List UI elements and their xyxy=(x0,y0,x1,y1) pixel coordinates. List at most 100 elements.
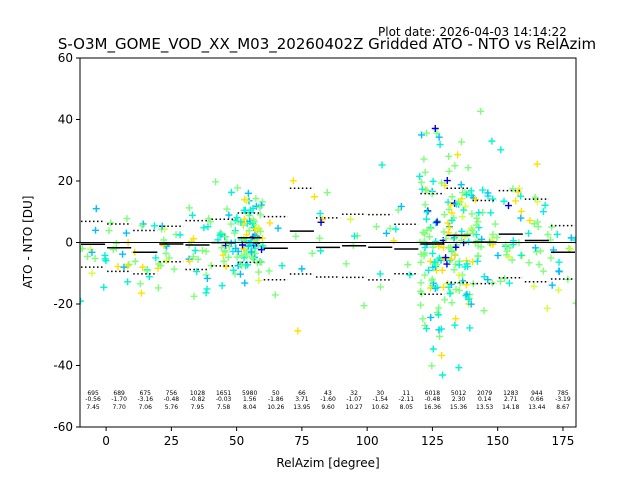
data-point xyxy=(448,216,456,224)
bin-count-label: 43 xyxy=(324,390,332,397)
data-point xyxy=(465,295,473,303)
data-point xyxy=(136,280,144,288)
data-point xyxy=(258,246,266,254)
y-axis-ticks: -60 -40 -20 0 20 40 60 xyxy=(53,51,80,434)
data-point xyxy=(189,253,197,261)
data-point xyxy=(252,195,260,203)
bin-count-label: 695 xyxy=(87,390,99,397)
data-point xyxy=(376,283,384,291)
data-point xyxy=(468,226,476,234)
bin-mean-label: -0.82 xyxy=(190,396,206,403)
data-point xyxy=(255,276,263,284)
data-point xyxy=(317,247,325,255)
data-point xyxy=(310,193,318,201)
data-point xyxy=(464,263,472,271)
data-point xyxy=(419,315,427,323)
bin-mean-label: -1.60 xyxy=(320,396,336,403)
data-point xyxy=(455,271,463,279)
data-point xyxy=(536,247,544,255)
data-point xyxy=(525,229,533,237)
data-point xyxy=(243,197,251,205)
data-point xyxy=(530,282,538,290)
data-point xyxy=(509,185,517,193)
data-point xyxy=(240,206,248,214)
x-tick-label: 100 xyxy=(356,434,379,448)
data-point xyxy=(429,249,437,257)
data-point xyxy=(467,300,475,308)
data-point xyxy=(455,286,463,294)
data-point xyxy=(474,242,482,250)
data-point xyxy=(525,259,533,267)
data-point xyxy=(477,107,485,115)
data-point xyxy=(448,209,456,217)
data-point xyxy=(452,286,460,294)
data-point xyxy=(442,235,450,243)
bin-count-label: 785 xyxy=(557,390,569,397)
data-point xyxy=(547,254,555,262)
data-point xyxy=(229,266,237,274)
data-point xyxy=(423,129,431,137)
x-tick-label: 125 xyxy=(421,434,444,448)
data-point xyxy=(143,267,151,275)
data-point xyxy=(474,257,482,265)
data-point xyxy=(247,240,255,248)
data-point xyxy=(526,217,534,225)
data-point xyxy=(461,202,469,210)
bin-mean-label: -1.07 xyxy=(346,396,362,403)
bin-count-label: 5980 xyxy=(242,390,257,397)
data-point xyxy=(444,279,452,287)
bin-std-label: 13.53 xyxy=(476,404,493,411)
data-point xyxy=(442,254,450,262)
data-point xyxy=(417,258,425,266)
bin-std-label: 16.36 xyxy=(424,404,441,411)
data-point xyxy=(471,195,479,203)
data-point xyxy=(445,152,453,160)
data-point xyxy=(517,192,525,200)
data-point xyxy=(245,227,253,235)
data-point xyxy=(512,197,520,205)
data-point xyxy=(440,211,448,219)
data-point xyxy=(207,262,215,270)
data-point xyxy=(450,266,458,274)
data-point xyxy=(457,181,465,189)
data-point xyxy=(218,244,226,252)
data-point xyxy=(428,362,436,370)
data-point xyxy=(392,225,400,233)
chart-title: S-O3M_GOME_VOD_XX_M03_20260402Z Gridded … xyxy=(58,35,596,54)
data-point xyxy=(548,223,556,231)
x-axis-label: RelAzim [degree] xyxy=(276,456,379,470)
data-point xyxy=(416,172,424,180)
data-point xyxy=(203,285,211,293)
y-axis-label: ATO - NTO [DU] xyxy=(21,196,35,289)
data-point xyxy=(124,262,132,270)
data-point xyxy=(454,198,462,206)
data-point xyxy=(463,290,471,298)
data-point xyxy=(472,221,480,229)
data-point xyxy=(429,345,437,353)
data-point xyxy=(417,178,425,186)
data-point xyxy=(421,271,429,279)
data-point xyxy=(170,265,178,273)
data-point xyxy=(421,230,429,238)
data-point xyxy=(154,284,162,292)
data-point xyxy=(480,273,488,281)
data-point xyxy=(185,204,193,212)
data-point xyxy=(473,214,481,222)
data-point xyxy=(443,177,451,185)
data-point xyxy=(541,201,549,209)
data-point xyxy=(448,255,456,263)
data-point xyxy=(200,224,208,232)
data-point xyxy=(423,208,431,216)
data-point xyxy=(567,234,575,242)
data-point xyxy=(220,257,228,265)
data-point xyxy=(448,246,456,254)
data-point xyxy=(423,186,431,194)
y-tick-label: -20 xyxy=(53,297,73,311)
bin-std-label: 15.36 xyxy=(450,404,467,411)
data-point xyxy=(544,230,552,238)
data-point xyxy=(429,177,437,185)
data-point xyxy=(123,215,131,223)
data-point xyxy=(454,151,462,159)
data-point xyxy=(444,219,452,227)
data-point xyxy=(257,258,265,266)
